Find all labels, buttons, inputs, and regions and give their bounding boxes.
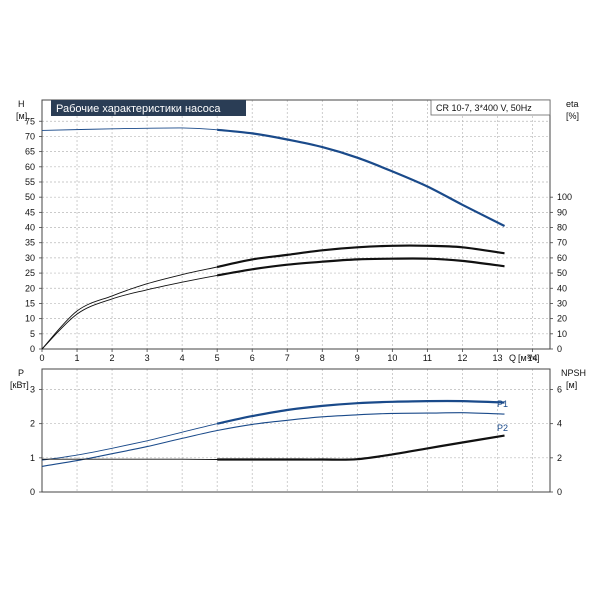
q-axis-unit: [м³/ч] [518, 353, 539, 363]
p-tick-label: 0 [30, 487, 35, 497]
npsh-tick-label: 4 [557, 419, 562, 429]
h-tick-label: 50 [25, 192, 35, 202]
h-tick-label: 65 [25, 147, 35, 157]
h-tick-label: 35 [25, 238, 35, 248]
p2-power-curve [41, 412, 505, 467]
pump-model-label: CR 10-7, 3*400 V, 50Hz [436, 103, 532, 113]
x-tick-label: 11 [423, 353, 432, 363]
p-tick-label: 1 [30, 453, 35, 463]
npsh-tick-label: 0 [557, 487, 562, 497]
q-axis-label: Q [509, 353, 516, 363]
chart-title-box [51, 100, 246, 116]
x-tick-label: 5 [215, 353, 220, 363]
npsh-tick-label: 6 [557, 385, 562, 395]
x-tick-label: 14 [527, 353, 537, 363]
eta-axis-unit: [%] [566, 111, 579, 121]
bottom-chart-frame [41, 368, 551, 493]
series-label-p2: P2 [497, 423, 508, 433]
chart-title: Рабочие характеристики насоса [56, 103, 221, 115]
x-tick-label: 8 [320, 353, 325, 363]
h-tick-label: 5 [30, 329, 35, 339]
h-tick-label: 75 [25, 116, 35, 126]
eta-axis-label: eta [566, 99, 579, 109]
top-chart-grid [41, 100, 550, 350]
x-tick-label: 2 [110, 353, 115, 363]
h-tick-label: 70 [25, 131, 35, 141]
p-axis-unit: [кВт] [10, 380, 29, 390]
eta-tick-label: 100 [557, 192, 572, 202]
top-chart-series [41, 127, 505, 350]
x-tick-label: 12 [457, 353, 467, 363]
head-curve-thin [41, 127, 505, 227]
h-tick-label: 15 [25, 298, 35, 308]
eta-tick-label: 10 [557, 329, 567, 339]
npsh-tick-label: 2 [557, 453, 562, 463]
h-tick-label: 55 [25, 177, 35, 187]
eta-tick-label: 50 [557, 268, 567, 278]
bottom-chart-grid [41, 369, 550, 493]
p-tick-label: 3 [30, 385, 35, 395]
series-label-p1: P1 [497, 399, 508, 409]
p1-power-curve-thick [216, 399, 505, 425]
x-tick-label: 3 [145, 353, 150, 363]
eta-tick-label: 90 [557, 207, 567, 217]
model-box [430, 99, 551, 116]
npsh-axis-label: NPSH [561, 368, 586, 378]
p-axis-label: P [18, 368, 24, 378]
h-tick-label: 0 [30, 344, 35, 354]
x-tick-label: 9 [355, 353, 360, 363]
eta-tick-label: 60 [557, 253, 567, 263]
x-tick-label: 13 [492, 353, 502, 363]
x-tick-label: 6 [250, 353, 255, 363]
npsh-curve-thick [217, 434, 505, 461]
eta-tick-label: 80 [557, 223, 567, 233]
h-tick-label: 40 [25, 223, 35, 233]
x-tick-label: 10 [387, 353, 397, 363]
h-tick-label: 10 [25, 314, 35, 324]
bottom-chart-axes: 0 1 2 3 0 2 4 6 [30, 385, 562, 498]
h-axis-label: H [18, 99, 25, 109]
x-tick-label: 1 [75, 353, 80, 363]
eta-tick-label: 0 [557, 344, 562, 354]
h-tick-label: 20 [25, 283, 35, 293]
h-tick-label: 30 [25, 253, 35, 263]
eta-tick-label: 70 [557, 238, 567, 248]
p-tick-label: 2 [30, 419, 35, 429]
top-chart-axes: 0 1 2 3 4 5 6 7 8 9 10 11 12 13 1405101520253035404550… [25, 116, 572, 363]
efficiency-curve-2-thick [217, 257, 505, 277]
efficiency-curve-1-thick [216, 244, 505, 269]
x-tick-label: 7 [285, 353, 290, 363]
h-tick-label: 60 [25, 162, 35, 172]
h-axis-unit: [м] [16, 111, 27, 121]
eta-tick-label: 40 [557, 283, 567, 293]
x-tick-label: 0 [39, 353, 44, 363]
p1-power-curve-thin [41, 400, 505, 461]
h-tick-label: 45 [25, 207, 35, 217]
eta-tick-label: 20 [557, 314, 567, 324]
top-chart-frame [41, 99, 551, 350]
eta-tick-label: 30 [557, 298, 567, 308]
bottom-chart-series [41, 399, 505, 467]
npsh-axis-unit: [м] [566, 380, 577, 390]
h-tick-label: 25 [25, 268, 35, 278]
head-curve-thick [217, 128, 505, 227]
x-tick-label: 4 [180, 353, 185, 363]
